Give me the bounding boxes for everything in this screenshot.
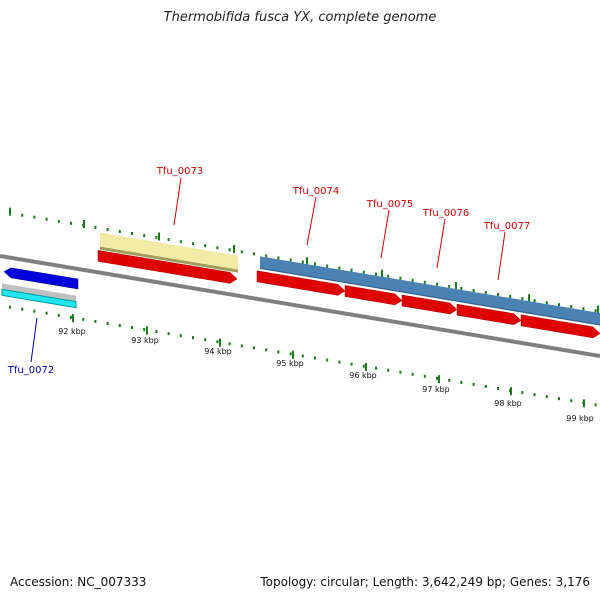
gene-cyan-bar	[1, 288, 77, 309]
gene-label: Tfu_0075	[366, 199, 413, 210]
tick-label: 97 kbp	[422, 385, 450, 394]
tick-label: 92 kbp	[58, 327, 86, 336]
genome-summary: Topology: circular; Length: 3,642,249 bp…	[260, 575, 590, 589]
cds-forward-arrow	[256, 270, 346, 296]
cds-forward-arrow	[344, 285, 403, 306]
genome-backbone	[0, 254, 600, 358]
leader-line	[380, 209, 390, 259]
leader-line	[497, 231, 506, 281]
tick-label: 94 kbp	[204, 347, 232, 356]
inner-major-ticks	[72, 314, 585, 408]
gene-labels: Tfu_0073 Tfu_0074 Tfu_0075 Tfu_0076 Tfu_0077…	[7, 166, 530, 376]
leader-line	[173, 177, 182, 226]
inner-minor-ticks	[9, 305, 597, 407]
gene-label: Tfu_0074	[292, 186, 339, 197]
tick-label: 95 kbp	[276, 359, 304, 368]
backbone-line	[0, 254, 600, 358]
gene-steelblue-bar	[260, 256, 348, 284]
gene-label: Tfu_0077	[483, 221, 530, 232]
tick-label: 99 kbp	[566, 414, 594, 423]
tick-label: 96 kbp	[349, 371, 377, 380]
gene-steelblue-edge	[259, 267, 600, 326]
label-leader-lines	[30, 177, 506, 363]
gene-label: Tfu_0073	[156, 166, 203, 177]
gene-yellow-edge	[100, 246, 238, 273]
gene-yellow-bar	[100, 232, 238, 270]
tick-label: 93 kbp	[131, 336, 159, 345]
leader-line	[30, 317, 38, 363]
gene-gray-bar	[2, 283, 76, 302]
tick-label: 98 kbp	[494, 399, 522, 408]
gene-steelblue-bar	[348, 271, 600, 326]
cds-forward-arrow	[401, 294, 458, 315]
leader-line	[306, 196, 317, 246]
cds-forward-arrow	[97, 250, 238, 284]
cds-forward-arrow	[456, 303, 522, 325]
cds-reverse-arrow	[3, 267, 79, 290]
gene-label: Tfu_0076	[422, 208, 469, 219]
outer-major-ticks	[9, 207, 599, 314]
accession-label: Accession: NC_007333	[10, 575, 147, 589]
leader-line	[436, 218, 446, 269]
map-title: Thermobifida fusca YX, complete genome	[163, 10, 437, 25]
outer-minor-ticks	[9, 211, 597, 313]
features	[1, 232, 600, 339]
cds-forward-arrow	[520, 314, 600, 339]
tick-labels: 92 kbp 93 kbp 94 kbp 95 kbp 96 kbp 97 kbp 98 k…	[58, 327, 594, 423]
gene-label: Tfu_0072	[7, 365, 54, 376]
